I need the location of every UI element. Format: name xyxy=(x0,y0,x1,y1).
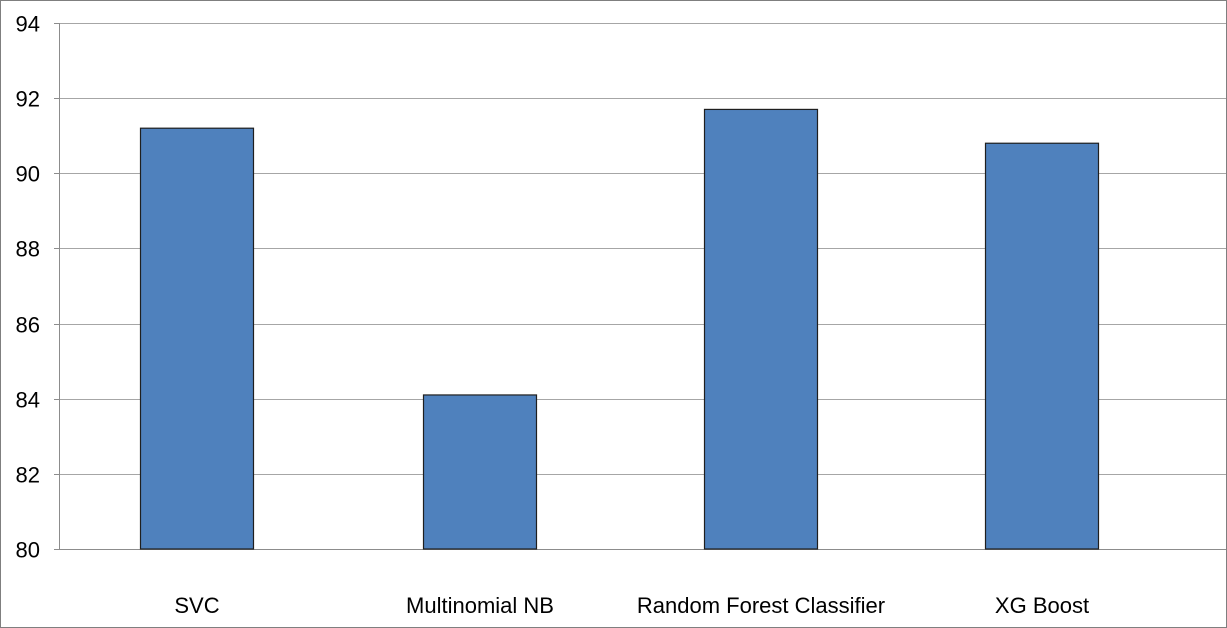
y-tick-label: 80 xyxy=(16,538,40,563)
y-tick-labels: 80 82 84 86 88 90 92 94 xyxy=(16,12,40,563)
y-tick-label: 90 xyxy=(16,162,40,187)
bar-svc xyxy=(139,127,255,550)
category-label: SVC xyxy=(174,593,219,618)
bar-xg-boost xyxy=(984,142,1100,550)
category-label: Random Forest Classifier xyxy=(637,593,885,618)
bar-random-forest-classifier xyxy=(703,108,819,550)
y-tick-label: 84 xyxy=(16,388,40,413)
category-labels: SVC Multinomial NB Random Forest Classifie… xyxy=(174,593,1089,618)
y-tick-label: 92 xyxy=(16,87,40,112)
y-tick-label: 86 xyxy=(16,313,40,338)
category-label: XG Boost xyxy=(995,593,1089,618)
y-tick-label: 82 xyxy=(16,463,40,488)
bar-multinomial-nb xyxy=(422,394,538,550)
y-tick-label: 88 xyxy=(16,237,40,262)
category-label: Multinomial NB xyxy=(406,593,554,618)
y-tick-label: 94 xyxy=(16,12,40,37)
bars xyxy=(139,108,1100,550)
